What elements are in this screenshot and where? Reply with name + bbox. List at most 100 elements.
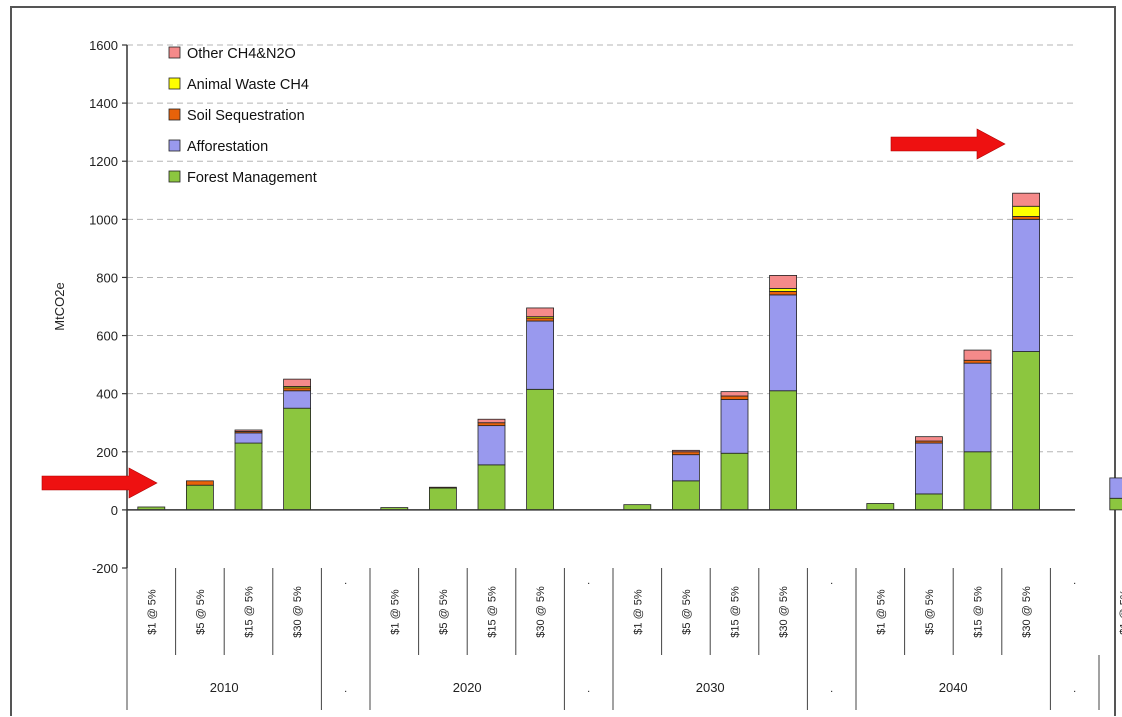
bar-segment-forest-management — [623, 504, 652, 511]
bar-segment-afforestation — [769, 294, 797, 392]
bar-segment-afforestation — [234, 432, 263, 444]
legend-label: Soil Sequestration — [187, 108, 305, 124]
separator-label: . — [587, 575, 590, 587]
y-tick-label: 1600 — [89, 38, 118, 53]
separator-label: . — [830, 575, 833, 587]
category-label: $1 @ 5% — [875, 589, 887, 635]
bar-segment-forest-management — [283, 407, 312, 511]
y-tick-label: 600 — [96, 329, 118, 344]
bar-segment-soil-sequestration — [672, 451, 700, 456]
legend-label: Other CH4&N2O — [187, 46, 296, 62]
category-label: $30 @ 5% — [292, 586, 304, 638]
bar-segment-soil-sequestration — [185, 480, 214, 486]
y-tick-label: 1000 — [89, 212, 118, 227]
group-label: 2020 — [453, 680, 482, 695]
bar-segment-soil-sequestration — [1012, 216, 1040, 220]
separator-label: . — [1073, 683, 1076, 695]
chart-frame — [10, 6, 1116, 716]
bar-segment-forest-management — [526, 388, 554, 511]
separator-label: . — [830, 683, 833, 695]
separator-label: . — [1073, 575, 1076, 587]
bar-segment-other-ch4-n2o — [526, 307, 554, 318]
y-tick-label: -200 — [92, 561, 118, 576]
category-label: $15 @ 5% — [487, 586, 499, 638]
bar-segment-soil-sequestration — [428, 486, 457, 489]
bar-segment-forest-management — [963, 451, 992, 511]
category-label: $15 @ 5% — [973, 586, 985, 638]
bar-segment-forest-management — [769, 390, 797, 511]
y-tick-label: 1200 — [89, 154, 118, 169]
bar-segment-animal-waste-ch4 — [1012, 205, 1040, 217]
bar-segment-animal-waste-ch4 — [769, 288, 797, 292]
annotation-arrow — [41, 467, 158, 499]
bar-segment-other-ch4-n2o — [283, 378, 312, 387]
separator-label: . — [344, 575, 347, 587]
bar-segment-afforestation — [283, 390, 312, 409]
bar-segment-forest-management — [672, 480, 700, 511]
category-label: $1 @ 5% — [1118, 589, 1122, 635]
legend-swatch — [168, 170, 181, 183]
bar-segment-other-ch4-n2o — [963, 349, 992, 361]
bar-segment-other-ch4-n2o — [234, 429, 263, 432]
bar-segment-soil-sequestration — [963, 359, 992, 364]
category-label: $5 @ 5% — [924, 589, 936, 635]
legend-swatch — [168, 46, 181, 59]
bar-segment-soil-sequestration — [526, 317, 554, 322]
bar-segment-afforestation — [526, 320, 554, 390]
bar-segment-forest-management — [720, 452, 749, 511]
group-label: 2030 — [696, 680, 725, 695]
category-label: $30 @ 5% — [535, 586, 547, 638]
bar-segment-soil-sequestration — [769, 290, 797, 296]
y-tick-label: 200 — [96, 445, 118, 460]
bar-segment-forest-management — [915, 493, 943, 511]
bar-segment-afforestation — [915, 442, 943, 495]
bar-segment-afforestation — [1012, 218, 1040, 352]
bar-segment-other-ch4-n2o — [1012, 192, 1040, 207]
separator-label: . — [587, 683, 590, 695]
bar-segment-forest-management — [477, 464, 506, 511]
category-label: $5 @ 5% — [195, 589, 207, 635]
bar-segment-forest-management — [1109, 497, 1122, 511]
legend-swatch — [168, 139, 181, 152]
category-label: $1 @ 5% — [632, 589, 644, 635]
category-label: $1 @ 5% — [389, 589, 401, 635]
category-label: $15 @ 5% — [730, 586, 742, 638]
bar-segment-other-ch4-n2o — [769, 275, 797, 289]
bar-segment-afforestation — [672, 454, 700, 482]
bar-segment-forest-management — [185, 484, 214, 511]
bar-segment-other-ch4-n2o — [477, 418, 506, 424]
legend-swatch — [168, 108, 181, 121]
legend-label: Animal Waste CH4 — [187, 77, 309, 93]
legend-swatch — [168, 77, 181, 90]
category-label: $5 @ 5% — [438, 589, 450, 635]
bar-segment-soil-sequestration — [283, 387, 312, 392]
category-label: $1 @ 5% — [146, 589, 158, 635]
y-tick-label: 800 — [96, 270, 118, 285]
bar-segment-other-ch4-n2o — [915, 436, 943, 442]
group-label: 2040 — [939, 680, 968, 695]
bar-segment-afforestation — [1109, 477, 1122, 499]
category-label: $30 @ 5% — [1021, 586, 1033, 638]
bar-segment-afforestation — [477, 425, 506, 466]
y-tick-label: 1400 — [89, 96, 118, 111]
y-axis-label: MtCO2e — [52, 282, 67, 330]
bar-segment-other-ch4-n2o — [672, 449, 700, 453]
bar-segment-soil-sequestration — [720, 395, 749, 400]
bar-segment-forest-management — [866, 503, 895, 511]
bar-segment-afforestation — [720, 399, 749, 454]
legend-label: Afforestation — [187, 139, 268, 155]
bar-segment-forest-management — [428, 487, 457, 511]
separator-label: . — [344, 683, 347, 695]
category-label: $30 @ 5% — [778, 586, 790, 638]
bar-segment-other-ch4-n2o — [720, 391, 749, 397]
category-label: $15 @ 5% — [244, 586, 256, 638]
bar-segment-soil-sequestration — [477, 422, 506, 427]
bar-segment-forest-management — [234, 442, 263, 511]
y-tick-label: 0 — [111, 503, 118, 518]
bar-segment-afforestation — [963, 362, 992, 453]
annotation-arrow — [890, 128, 1006, 160]
category-label: $5 @ 5% — [681, 589, 693, 635]
legend-label: Forest Management — [187, 170, 317, 186]
bar-segment-forest-management — [1012, 351, 1040, 511]
group-label: 2010 — [210, 680, 239, 695]
